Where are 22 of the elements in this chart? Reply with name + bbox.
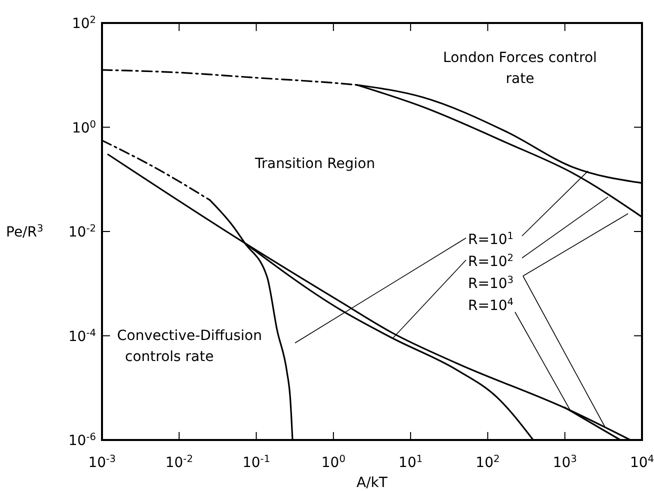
x-tick-label: 10$^{2}$ [476, 454, 500, 471]
x-tick-label: 10$^{0}$ [321, 454, 346, 471]
y-tick-label: 10$^{-6}$ [68, 432, 96, 449]
annotation: R=10$^{1}$ [468, 230, 514, 248]
x-tick-label: 10$^{-3}$ [88, 454, 116, 471]
annotation: R=10$^{3}$ [468, 274, 514, 292]
x-tick-label: 10$^{-2}$ [165, 454, 193, 471]
x-tick-label: 10$^{3}$ [552, 454, 577, 471]
y-axis-title: Pe/R$^{3}$ [6, 223, 44, 240]
y-tick-label: 10$^{0}$ [72, 118, 96, 136]
x-axis-title: A/kT [356, 475, 388, 491]
annotation: Transition Region [254, 156, 376, 172]
annotation: R=10$^{2}$ [468, 252, 514, 270]
y-tick-label: 10$^{-2}$ [68, 223, 96, 240]
x-tick-label: 10$^{1}$ [398, 454, 423, 471]
y-tick-label: 10$^{-4}$ [68, 327, 96, 345]
annotation: R=10$^{4}$ [468, 296, 514, 314]
x-tick-label: 10$^{-1}$ [242, 454, 270, 471]
x-tick-label: 10$^{4}$ [630, 454, 654, 471]
y-tick-label: 10$^{2}$ [72, 14, 96, 32]
annotation: London Forces control rate [443, 50, 597, 87]
annotation: Convective-Diffusion controls rate [117, 328, 262, 365]
